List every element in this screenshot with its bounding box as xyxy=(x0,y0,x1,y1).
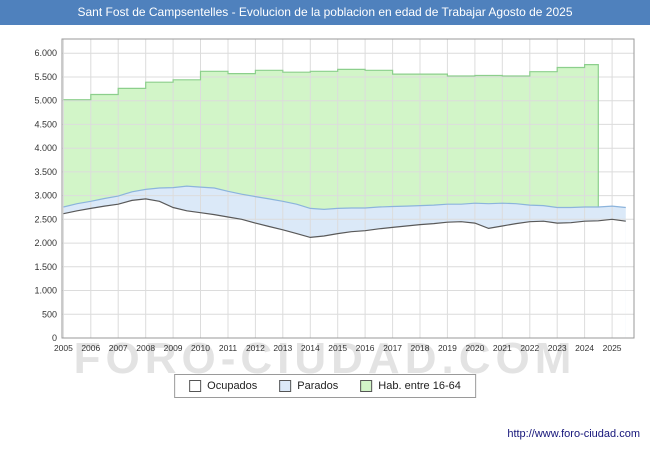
x-tick-label: 2021 xyxy=(493,343,512,353)
x-tick-label: 2016 xyxy=(356,343,375,353)
y-tick-label: 0 xyxy=(52,333,57,343)
series-ocupados-line xyxy=(63,198,626,239)
x-tick-label: 2012 xyxy=(246,343,265,353)
footer-url[interactable]: http://www.foro-ciudad.com xyxy=(507,428,640,440)
x-tick-label: 2007 xyxy=(109,343,128,353)
x-tick-label: 2010 xyxy=(191,343,210,353)
chart-legend: Ocupados Parados Hab. entre 16-64 xyxy=(174,374,476,398)
chart-title: Sant Fost de Campsentelles - Evolucion d… xyxy=(0,0,650,25)
y-tick-label: 1.500 xyxy=(34,262,57,272)
x-tick-label: 2011 xyxy=(219,343,238,353)
y-tick-label: 2.000 xyxy=(34,238,57,248)
legend-item-ocupados: Ocupados xyxy=(189,380,257,392)
x-tick-label: 2009 xyxy=(164,343,183,353)
x-tick-label: 2014 xyxy=(301,343,320,353)
y-tick-label: 1.000 xyxy=(34,286,57,296)
legend-item-parados: Parados xyxy=(279,380,338,392)
x-tick-label: 2017 xyxy=(383,343,402,353)
y-tick-label: 5.000 xyxy=(34,96,57,106)
y-tick-label: 3.500 xyxy=(34,167,57,177)
y-tick-label: 4.500 xyxy=(34,119,57,129)
y-axis-labels: 0 500 1.000 1.500 2.000 2.500 3.000 3.500 4.000 4… xyxy=(34,48,57,343)
y-tick-label: 3.000 xyxy=(34,191,57,201)
y-tick-label: 5.500 xyxy=(34,72,57,82)
x-tick-label: 2013 xyxy=(273,343,292,353)
legend-item-hab: Hab. entre 16-64 xyxy=(360,380,461,392)
legend-label-ocupados: Ocupados xyxy=(207,380,258,392)
x-tick-label: 2023 xyxy=(548,343,567,353)
plot-border xyxy=(61,38,635,339)
population-chart: 0 500 1.000 1.500 2.000 2.500 3.000 3.500 4.000 4… xyxy=(34,38,635,353)
legend-swatch-ocupados xyxy=(189,380,202,392)
x-tick-label: 2019 xyxy=(438,343,457,353)
x-tick-label: 2025 xyxy=(603,343,622,353)
legend-label-hab: Hab. entre 16-64 xyxy=(378,380,461,392)
x-tick-label: 2020 xyxy=(465,343,484,353)
x-tick-label: 2018 xyxy=(411,343,430,353)
x-tick-label: 2005 xyxy=(54,343,73,353)
legend-swatch-parados xyxy=(279,380,292,392)
y-tick-label: 2.500 xyxy=(34,214,57,224)
y-tick-label: 500 xyxy=(42,309,57,319)
x-tick-label: 2008 xyxy=(136,343,155,353)
y-tick-label: 4.000 xyxy=(34,143,57,153)
legend-swatch-hab xyxy=(360,380,373,392)
gridlines xyxy=(62,39,634,338)
series-hab-line xyxy=(63,64,599,207)
x-axis-labels: 2005 2006 2007 2008 2009 2010 2011 2012 2013 2014… xyxy=(54,343,622,353)
x-tick-label: 2022 xyxy=(520,343,539,353)
x-tick-label: 2024 xyxy=(575,343,594,353)
x-tick-label: 2015 xyxy=(328,343,347,353)
y-tick-label: 6.000 xyxy=(34,48,57,58)
series-parados-line xyxy=(63,185,626,211)
x-tick-label: 2006 xyxy=(81,343,100,353)
legend-label-parados: Parados xyxy=(297,380,339,392)
series-ocupados-area xyxy=(63,198,626,338)
